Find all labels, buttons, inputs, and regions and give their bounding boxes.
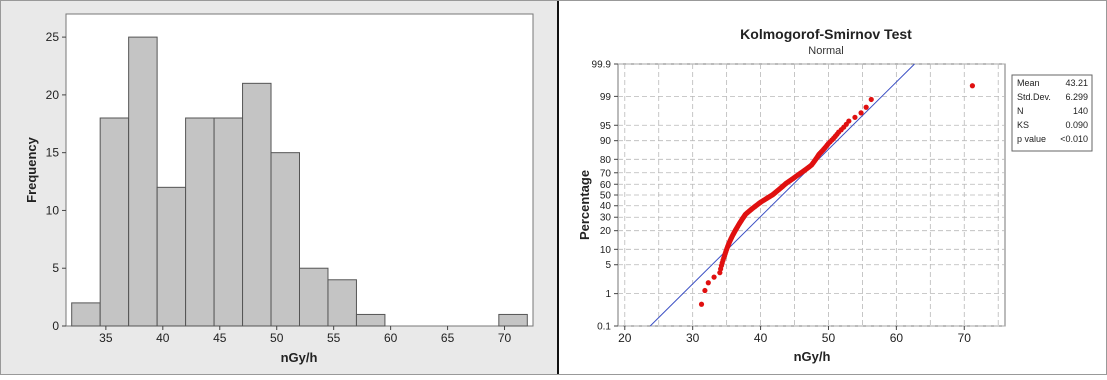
data-point bbox=[852, 114, 858, 120]
x-tick-label: 55 bbox=[327, 331, 341, 345]
y-tick-label: 90 bbox=[600, 136, 612, 147]
stats-box: Mean 43.21 Std.Dev. 6.299 N 140 KS 0.090 p value… bbox=[1011, 74, 1093, 152]
histogram-bar bbox=[355, 313, 386, 327]
histogram-x-axis-label: nGy/h bbox=[281, 350, 318, 365]
histogram-bar bbox=[156, 186, 187, 327]
stats-label: Mean bbox=[1017, 78, 1040, 88]
y-tick-label: 5 bbox=[52, 261, 59, 275]
data-point bbox=[711, 274, 717, 280]
stats-value: 140 bbox=[1073, 106, 1088, 116]
stats-box-frame bbox=[1011, 74, 1093, 152]
y-tick-label: 60 bbox=[600, 180, 612, 191]
stats-value: <0.010 bbox=[1060, 134, 1088, 144]
x-tick-label: 35 bbox=[99, 331, 113, 345]
y-tick-label: 0 bbox=[52, 319, 59, 333]
x-tick-label: 65 bbox=[441, 331, 455, 345]
y-tick-label: 40 bbox=[600, 201, 612, 212]
y-tick-label: 99.9 bbox=[592, 60, 612, 71]
stats-label: N bbox=[1017, 106, 1024, 116]
x-tick-label: 70 bbox=[958, 331, 972, 345]
probability-plot-chart: Kolmogorof-Smirnov Test Normal 0.1 1 5 10 20… bbox=[577, 26, 1093, 364]
data-point bbox=[868, 96, 874, 103]
histogram-bar bbox=[498, 313, 528, 327]
y-tick-label: 20 bbox=[46, 88, 60, 102]
stats-label: Std.Dev. bbox=[1017, 92, 1051, 102]
stats-label: p value bbox=[1017, 134, 1046, 144]
x-tick-label: 30 bbox=[686, 331, 700, 345]
probability-y-axis-label: Percentage bbox=[577, 170, 592, 240]
chart-subtitle: Normal bbox=[808, 45, 843, 57]
x-tick-label: 70 bbox=[498, 331, 512, 345]
y-tick-label: 25 bbox=[46, 30, 60, 44]
y-tick-label: 10 bbox=[46, 203, 60, 217]
data-point bbox=[698, 301, 705, 307]
y-tick-label: 10 bbox=[600, 245, 612, 256]
data-point bbox=[858, 110, 864, 116]
ks-panel bbox=[558, 0, 1107, 375]
data-point bbox=[969, 83, 976, 89]
x-tick-label: 50 bbox=[822, 331, 836, 345]
data-point bbox=[702, 287, 708, 294]
histogram-chart: 35 40 45 50 55 60 65 70 0 5 10 15 20 25 nGy/h Freque… bbox=[24, 13, 534, 365]
histogram-bar bbox=[327, 279, 357, 327]
histogram-bar bbox=[185, 117, 215, 327]
stats-value: 0.090 bbox=[1065, 120, 1088, 130]
x-tick-label: 60 bbox=[890, 331, 904, 345]
y-tick-label: 0.1 bbox=[597, 322, 611, 333]
x-tick-label: 40 bbox=[156, 331, 170, 345]
x-tick-label: 45 bbox=[213, 331, 227, 345]
y-tick-label: 30 bbox=[600, 213, 612, 224]
x-tick-label: 50 bbox=[270, 331, 284, 345]
y-tick-label: 80 bbox=[600, 155, 612, 166]
histogram-bar bbox=[71, 302, 101, 327]
chart-title: Kolmogorof-Smirnov Test bbox=[740, 26, 912, 42]
histogram-bar bbox=[99, 117, 130, 327]
y-tick-label: 20 bbox=[600, 226, 612, 237]
histogram-bar bbox=[242, 82, 272, 327]
data-point bbox=[705, 280, 711, 286]
y-tick-label: 70 bbox=[600, 168, 612, 179]
x-tick-label: 40 bbox=[754, 331, 768, 345]
data-point bbox=[863, 104, 869, 110]
y-tick-label: 5 bbox=[605, 260, 611, 271]
probability-x-axis-label: nGy/h bbox=[794, 349, 831, 364]
histogram-bar bbox=[213, 117, 244, 327]
y-tick-label: 1 bbox=[605, 289, 611, 300]
x-tick-label: 20 bbox=[618, 331, 632, 345]
y-tick-label: 99 bbox=[600, 92, 612, 103]
histogram-bar bbox=[128, 36, 158, 327]
stats-label: KS bbox=[1017, 120, 1029, 130]
y-tick-label: 50 bbox=[600, 191, 612, 202]
histogram-y-axis-label: Frequency bbox=[24, 136, 39, 203]
x-tick-label: 60 bbox=[384, 331, 398, 345]
y-tick-label: 95 bbox=[600, 121, 612, 132]
fitted-normal-line bbox=[649, 63, 915, 327]
y-tick-label: 15 bbox=[46, 146, 60, 160]
stats-value: 43.21 bbox=[1065, 78, 1088, 88]
histogram-bar bbox=[270, 152, 300, 327]
stats-value: 6.299 bbox=[1065, 92, 1088, 102]
data-point bbox=[846, 118, 852, 124]
histogram-bar bbox=[299, 267, 329, 327]
